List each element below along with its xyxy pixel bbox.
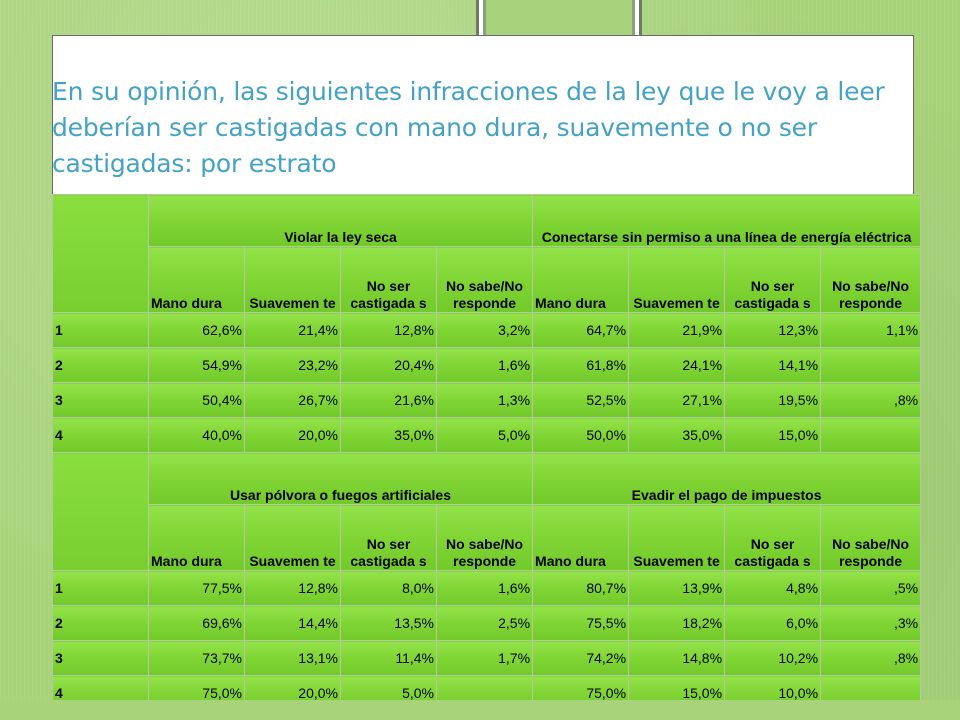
value-cell: 19,5% — [724, 382, 822, 418]
slide-title: En su opinión, las siguientes infraccion… — [52, 77, 885, 178]
column-header-no-sabe: No sabe/No responde — [435, 246, 534, 313]
value-cell: 21,4% — [244, 312, 341, 348]
estrato-label: 1 — [52, 312, 149, 348]
value-cell: 75,5% — [532, 605, 630, 641]
value-cell: 21,9% — [628, 312, 726, 348]
value-cell: 14,8% — [628, 640, 726, 676]
table2-group-header: Usar pólvora o fuegos artificiales — [147, 452, 534, 505]
column-header-no-ser: No ser castigada s — [340, 246, 437, 313]
value-cell: 14,4% — [244, 605, 341, 641]
value-cell: 64,7% — [532, 312, 630, 348]
value-cell: 4,8% — [724, 570, 822, 606]
value-cell: 62,6% — [148, 312, 245, 348]
value-cell: 11,4% — [340, 640, 437, 676]
value-cell: 24,1% — [628, 347, 726, 383]
value-cell: 12,3% — [724, 312, 822, 348]
column-header-suavemente: Suavemen te — [628, 246, 726, 313]
value-cell: 18,2% — [628, 605, 726, 641]
value-cell: ,8% — [820, 382, 922, 418]
column-header-no-ser: No ser castigada s — [340, 504, 437, 571]
value-cell: 50,4% — [148, 382, 245, 418]
value-cell: 13,5% — [340, 605, 437, 641]
value-cell: 35,0% — [340, 417, 437, 453]
estrato-label: 3 — [52, 382, 149, 418]
value-cell — [820, 417, 922, 453]
value-cell: 1,6% — [435, 570, 534, 606]
value-cell: 15,0% — [724, 417, 822, 453]
table-row: 1 62,6% 21,4% 12,8% 3,2% 64,7% 21,9% 12,3% 1,1% — [52, 312, 922, 348]
value-cell: 6,0% — [724, 605, 822, 641]
column-header-no-sabe: No sabe/No responde — [435, 504, 534, 571]
value-cell: 50,0% — [532, 417, 630, 453]
value-cell: 35,0% — [628, 417, 726, 453]
column-header-suavemente: Suavemen te — [244, 504, 341, 571]
value-cell: 74,2% — [532, 640, 630, 676]
value-cell: 5,0% — [435, 417, 534, 453]
table-row: 1 77,5% 12,8% 8,0% 1,6% 80,7% 13,9% 4,8% ,5% — [52, 570, 922, 606]
value-cell: 12,8% — [244, 570, 341, 606]
value-cell: 14,1% — [724, 347, 822, 383]
estrato-label: 4 — [52, 417, 149, 453]
table2-column-header-row: Mano dura Suavemen te No ser castigada s No… — [53, 504, 922, 571]
value-cell: 77,5% — [148, 570, 245, 606]
table1-column-header-row: Mano dura Suavemen te No ser castigada s No… — [53, 246, 922, 313]
value-cell: 1,3% — [435, 382, 534, 418]
value-cell: 23,2% — [244, 347, 341, 383]
bottom-border — [0, 700, 960, 720]
value-cell: ,3% — [820, 605, 922, 641]
column-header-no-sabe: No sabe/No responde — [820, 504, 922, 571]
value-cell: 13,1% — [244, 640, 341, 676]
column-header-mano-dura: Mano dura — [148, 504, 245, 571]
value-cell: 2,5% — [435, 605, 534, 641]
value-cell: 13,9% — [628, 570, 726, 606]
table-row: 3 50,4% 26,7% 21,6% 1,3% 52,5% 27,1% 19,5% ,8% — [52, 382, 922, 418]
column-header-mano-dura: Mano dura — [532, 246, 630, 313]
column-header-no-ser: No ser castigada s — [724, 504, 822, 571]
value-cell: 20,4% — [340, 347, 437, 383]
column-header-no-ser: No ser castigada s — [724, 246, 822, 313]
value-cell: ,5% — [820, 570, 922, 606]
value-cell: 40,0% — [148, 417, 245, 453]
estrato-label: 1 — [52, 570, 149, 606]
value-cell: 20,0% — [244, 417, 341, 453]
estrato-label: 3 — [52, 640, 149, 676]
table2-group-header-row: Usar pólvora o fuegos artificiales Evadir… — [52, 452, 922, 571]
value-cell: 26,7% — [244, 382, 341, 418]
value-cell: 21,6% — [340, 382, 437, 418]
table1-group-header: Violar la ley seca — [147, 194, 534, 247]
value-cell: 10,2% — [724, 640, 822, 676]
value-cell: 73,7% — [148, 640, 245, 676]
value-cell: 52,5% — [532, 382, 630, 418]
table2-corner-cell — [52, 452, 149, 571]
column-header-no-sabe: No sabe/No responde — [820, 246, 922, 313]
results-table: Violar la ley seca Conectarse sin permiso… — [52, 194, 922, 711]
table-row: 2 54,9% 23,2% 20,4% 1,6% 61,8% 24,1% 14,1% — [52, 347, 922, 383]
value-cell: 1,6% — [435, 347, 534, 383]
value-cell: ,8% — [820, 640, 922, 676]
value-cell: 3,2% — [435, 312, 534, 348]
column-header-mano-dura: Mano dura — [532, 504, 630, 571]
table1-group-header: Conectarse sin permiso a una línea de en… — [532, 194, 922, 247]
value-cell — [820, 347, 922, 383]
table-row: 2 69,6% 14,4% 13,5% 2,5% 75,5% 18,2% 6,0% ,3% — [52, 605, 922, 641]
table1-group-header-row: Violar la ley seca Conectarse sin permiso… — [52, 194, 922, 313]
value-cell: 1,7% — [435, 640, 534, 676]
table-row: 3 73,7% 13,1% 11,4% 1,7% 74,2% 14,8% 10,2% ,8% — [52, 640, 922, 676]
value-cell: 1,1% — [820, 312, 922, 348]
value-cell: 8,0% — [340, 570, 437, 606]
table1-corner-cell — [52, 194, 149, 313]
value-cell: 61,8% — [532, 347, 630, 383]
column-header-suavemente: Suavemen te — [244, 246, 341, 313]
value-cell: 69,6% — [148, 605, 245, 641]
table-row: 4 40,0% 20,0% 35,0% 5,0% 50,0% 35,0% 15,0% — [52, 417, 922, 453]
value-cell: 80,7% — [532, 570, 630, 606]
table2-group-header: Evadir el pago de impuestos — [532, 452, 922, 505]
column-header-mano-dura: Mano dura — [148, 246, 245, 313]
estrato-label: 2 — [52, 347, 149, 383]
value-cell: 54,9% — [148, 347, 245, 383]
column-header-suavemente: Suavemen te — [628, 504, 726, 571]
estrato-label: 2 — [52, 605, 149, 641]
value-cell: 12,8% — [340, 312, 437, 348]
value-cell: 27,1% — [628, 382, 726, 418]
